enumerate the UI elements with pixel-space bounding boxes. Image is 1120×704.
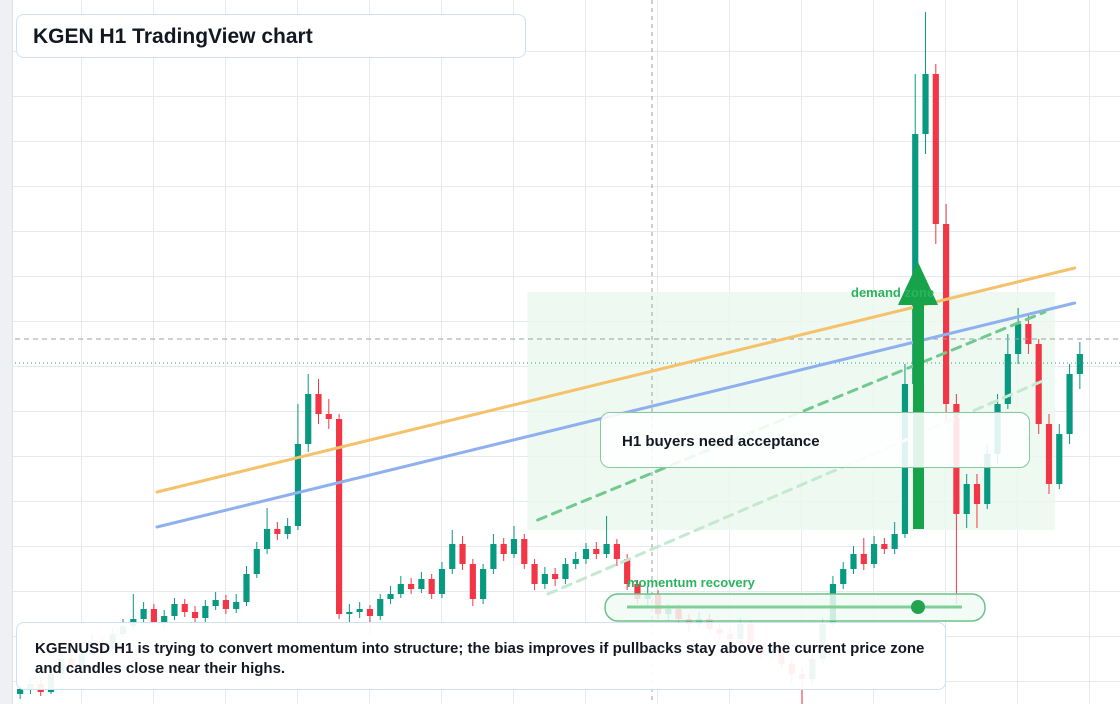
candle-body <box>850 554 857 569</box>
candle-body <box>860 554 867 564</box>
candle-body <box>387 594 394 599</box>
candle-body <box>408 584 415 589</box>
candle-body <box>140 609 147 619</box>
candle-body <box>840 569 847 584</box>
candle-body <box>438 569 446 594</box>
candle-body <box>490 544 497 569</box>
candle-body <box>973 484 981 504</box>
candle-body <box>253 549 260 574</box>
candle-body <box>233 602 240 609</box>
momentum-label: momentum recovery <box>627 575 755 590</box>
candle-body <box>521 539 528 564</box>
candle-body <box>459 544 466 564</box>
candle-body <box>469 564 476 599</box>
candle-body <box>871 544 878 564</box>
candle-body <box>500 544 507 554</box>
candle-body <box>1056 434 1063 484</box>
candle-body <box>150 609 157 622</box>
arrow-head <box>898 262 938 305</box>
candle-body <box>541 574 548 584</box>
candle-body <box>366 609 374 616</box>
zone-label: demand zone <box>851 285 935 300</box>
candle-body <box>572 559 579 564</box>
candle-body <box>397 584 404 594</box>
candle-body <box>963 484 970 514</box>
candle-body <box>881 544 888 549</box>
candle-body <box>1076 354 1083 374</box>
candle-body <box>562 564 569 579</box>
candle-body <box>418 579 425 589</box>
slider-knob <box>911 600 925 614</box>
candle-body <box>1025 324 1032 344</box>
candle-body <box>191 612 199 618</box>
candle-body <box>634 584 641 599</box>
candle-body <box>1045 424 1053 484</box>
candle-body <box>922 74 929 134</box>
candle-body <box>603 544 610 554</box>
candle-body <box>624 559 631 584</box>
candle-body <box>325 414 332 419</box>
momentum-slider <box>604 593 986 622</box>
candle-body <box>294 444 302 526</box>
candle-body <box>449 544 456 569</box>
chart-title: KGEN H1 TradingView chart <box>16 14 526 58</box>
candle-body <box>510 539 518 554</box>
candle-body <box>17 689 24 694</box>
caption: KGENUSD H1 is trying to convert momentum… <box>16 622 946 690</box>
candle-body <box>912 134 919 384</box>
candle-body <box>315 394 322 414</box>
candle-body <box>984 454 991 504</box>
candle-body <box>263 529 271 549</box>
candle-body <box>531 564 538 584</box>
candle-body <box>222 600 229 609</box>
candle-body <box>284 526 291 534</box>
candle-body <box>1004 354 1011 404</box>
candle-body <box>377 599 384 616</box>
candle-body <box>428 579 435 594</box>
candle-body <box>932 74 939 224</box>
candle-body <box>356 609 363 612</box>
candle-body <box>243 574 250 602</box>
candle-body <box>212 600 219 606</box>
toolbar <box>0 0 13 704</box>
candle-body <box>593 549 600 554</box>
callout: H1 buyers need acceptance <box>600 412 1030 468</box>
candle-body <box>161 616 168 622</box>
candle-body <box>1066 374 1073 434</box>
candle-body <box>336 419 343 614</box>
candle-body <box>480 569 487 599</box>
candle-body <box>171 604 178 616</box>
candle-body <box>274 529 281 534</box>
candle-body <box>552 574 559 579</box>
candle-body <box>181 604 188 612</box>
candle-body <box>943 224 950 404</box>
candle-body <box>891 534 898 549</box>
candle-body <box>305 394 312 444</box>
candle-body <box>613 544 620 559</box>
candle-body <box>582 549 590 559</box>
candle-body <box>202 606 209 618</box>
candle-body <box>346 612 353 614</box>
